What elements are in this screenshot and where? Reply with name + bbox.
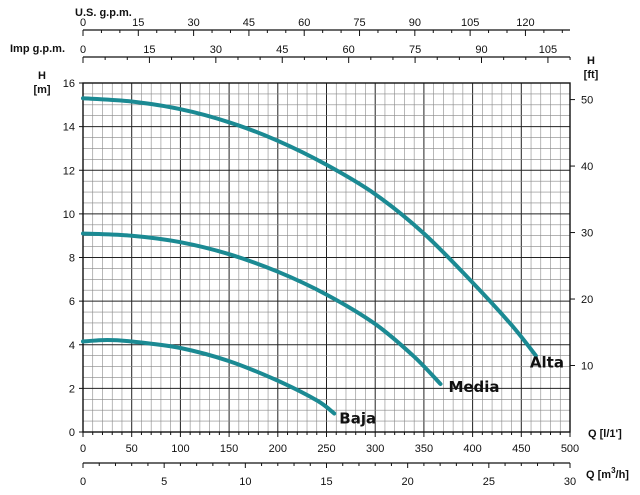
curve-label-media: Media: [448, 378, 499, 396]
curve-baja: [81, 338, 337, 416]
right-axis-tick-label: 30: [581, 228, 593, 240]
top-axis-tick-label: 90: [475, 44, 487, 56]
top-axis-tick-label: 60: [343, 44, 355, 56]
left-axis-tick-label: 4: [69, 340, 75, 352]
bottom-axis2-tick-label: 5: [161, 476, 167, 488]
bottom-axis-tick-label: 250: [317, 443, 335, 455]
curve-alta: [81, 96, 538, 358]
curve-label-alta: Alta: [530, 354, 564, 372]
top-axis-tick-label: 30: [210, 44, 222, 56]
top-axis-tick-label: 0: [80, 17, 86, 29]
right-axis-tick-label: 50: [581, 95, 593, 107]
top-axis-tick-label: 75: [353, 17, 365, 29]
top-axis-tick-label: 45: [243, 17, 255, 29]
top-axis-tick-label: 15: [132, 17, 144, 29]
bottom-axis2-tick-label: 15: [320, 476, 332, 488]
bottom-axis-tick-label: 350: [415, 443, 433, 455]
top-axis-tick-label: 15: [143, 44, 155, 56]
bottom-axis-tick-label: 450: [512, 443, 530, 455]
right-axis-tick-label: 10: [581, 361, 593, 373]
left-axis-unit: [m]: [33, 84, 50, 96]
bottom-axis2-tick-label: 25: [483, 476, 495, 488]
top-axis-tick-label: 75: [409, 44, 421, 56]
bottom-axis-tick-label: 500: [561, 443, 579, 455]
right-axis-unit: [ft]: [584, 69, 599, 81]
right-axis-title: H: [587, 55, 595, 67]
bottom-axis-title: Q [l/1']: [588, 428, 622, 440]
top-axis-tick-label: 90: [409, 17, 421, 29]
top-axis-tick-label: 105: [539, 44, 557, 56]
bottom-axis-tick-label: 0: [80, 443, 86, 455]
bottom-axis-tick-label: 300: [366, 443, 384, 455]
bottom-axis2-tick-label: 0: [80, 476, 86, 488]
left-axis-tick-label: 16: [63, 78, 75, 90]
top-axis-tick-label: 0: [80, 44, 86, 56]
left-axis-tick-label: 12: [63, 165, 75, 177]
left-axis-tick-label: 8: [69, 253, 75, 265]
left-axis-tick-label: 2: [69, 383, 75, 395]
left-axis-tick-label: 0: [69, 427, 75, 439]
grid: [83, 83, 570, 432]
top-axis-title: Imp g.p.m.: [10, 43, 65, 55]
bottom-axis-tick-label: 150: [220, 443, 238, 455]
bottom-axis2-tick-label: 20: [402, 476, 414, 488]
right-axis-tick-label: 40: [581, 161, 593, 173]
bottom-axis2-tick-label: 30: [564, 476, 576, 488]
bottom-axis-tick-label: 200: [269, 443, 287, 455]
left-axis-title: H: [38, 70, 46, 82]
bottom-axis-tick-label: 400: [463, 443, 481, 455]
top-axis-tick-label: 120: [516, 17, 534, 29]
bottom-axis2-title: Q [m3/h]: [586, 466, 629, 481]
bottom-axis-tick-label: 100: [171, 443, 189, 455]
top-axis-tick-label: 105: [461, 17, 479, 29]
top-axis-tick-label: 30: [187, 17, 199, 29]
curve-label-baja: Baja: [339, 409, 376, 427]
left-axis-tick-label: 14: [63, 122, 75, 134]
curve-media: [81, 231, 443, 386]
top-axis-tick-label: 60: [298, 17, 310, 29]
top-axis-tick-label: 45: [276, 44, 288, 56]
top-axis-title: U.S. g.p.m.: [75, 7, 132, 19]
bottom-axis2-tick-label: 10: [239, 476, 251, 488]
bottom-axis-tick-label: 50: [126, 443, 138, 455]
right-axis-tick-label: 20: [581, 294, 593, 306]
left-axis-tick-label: 6: [69, 296, 75, 308]
left-axis-tick-label: 10: [63, 209, 75, 221]
